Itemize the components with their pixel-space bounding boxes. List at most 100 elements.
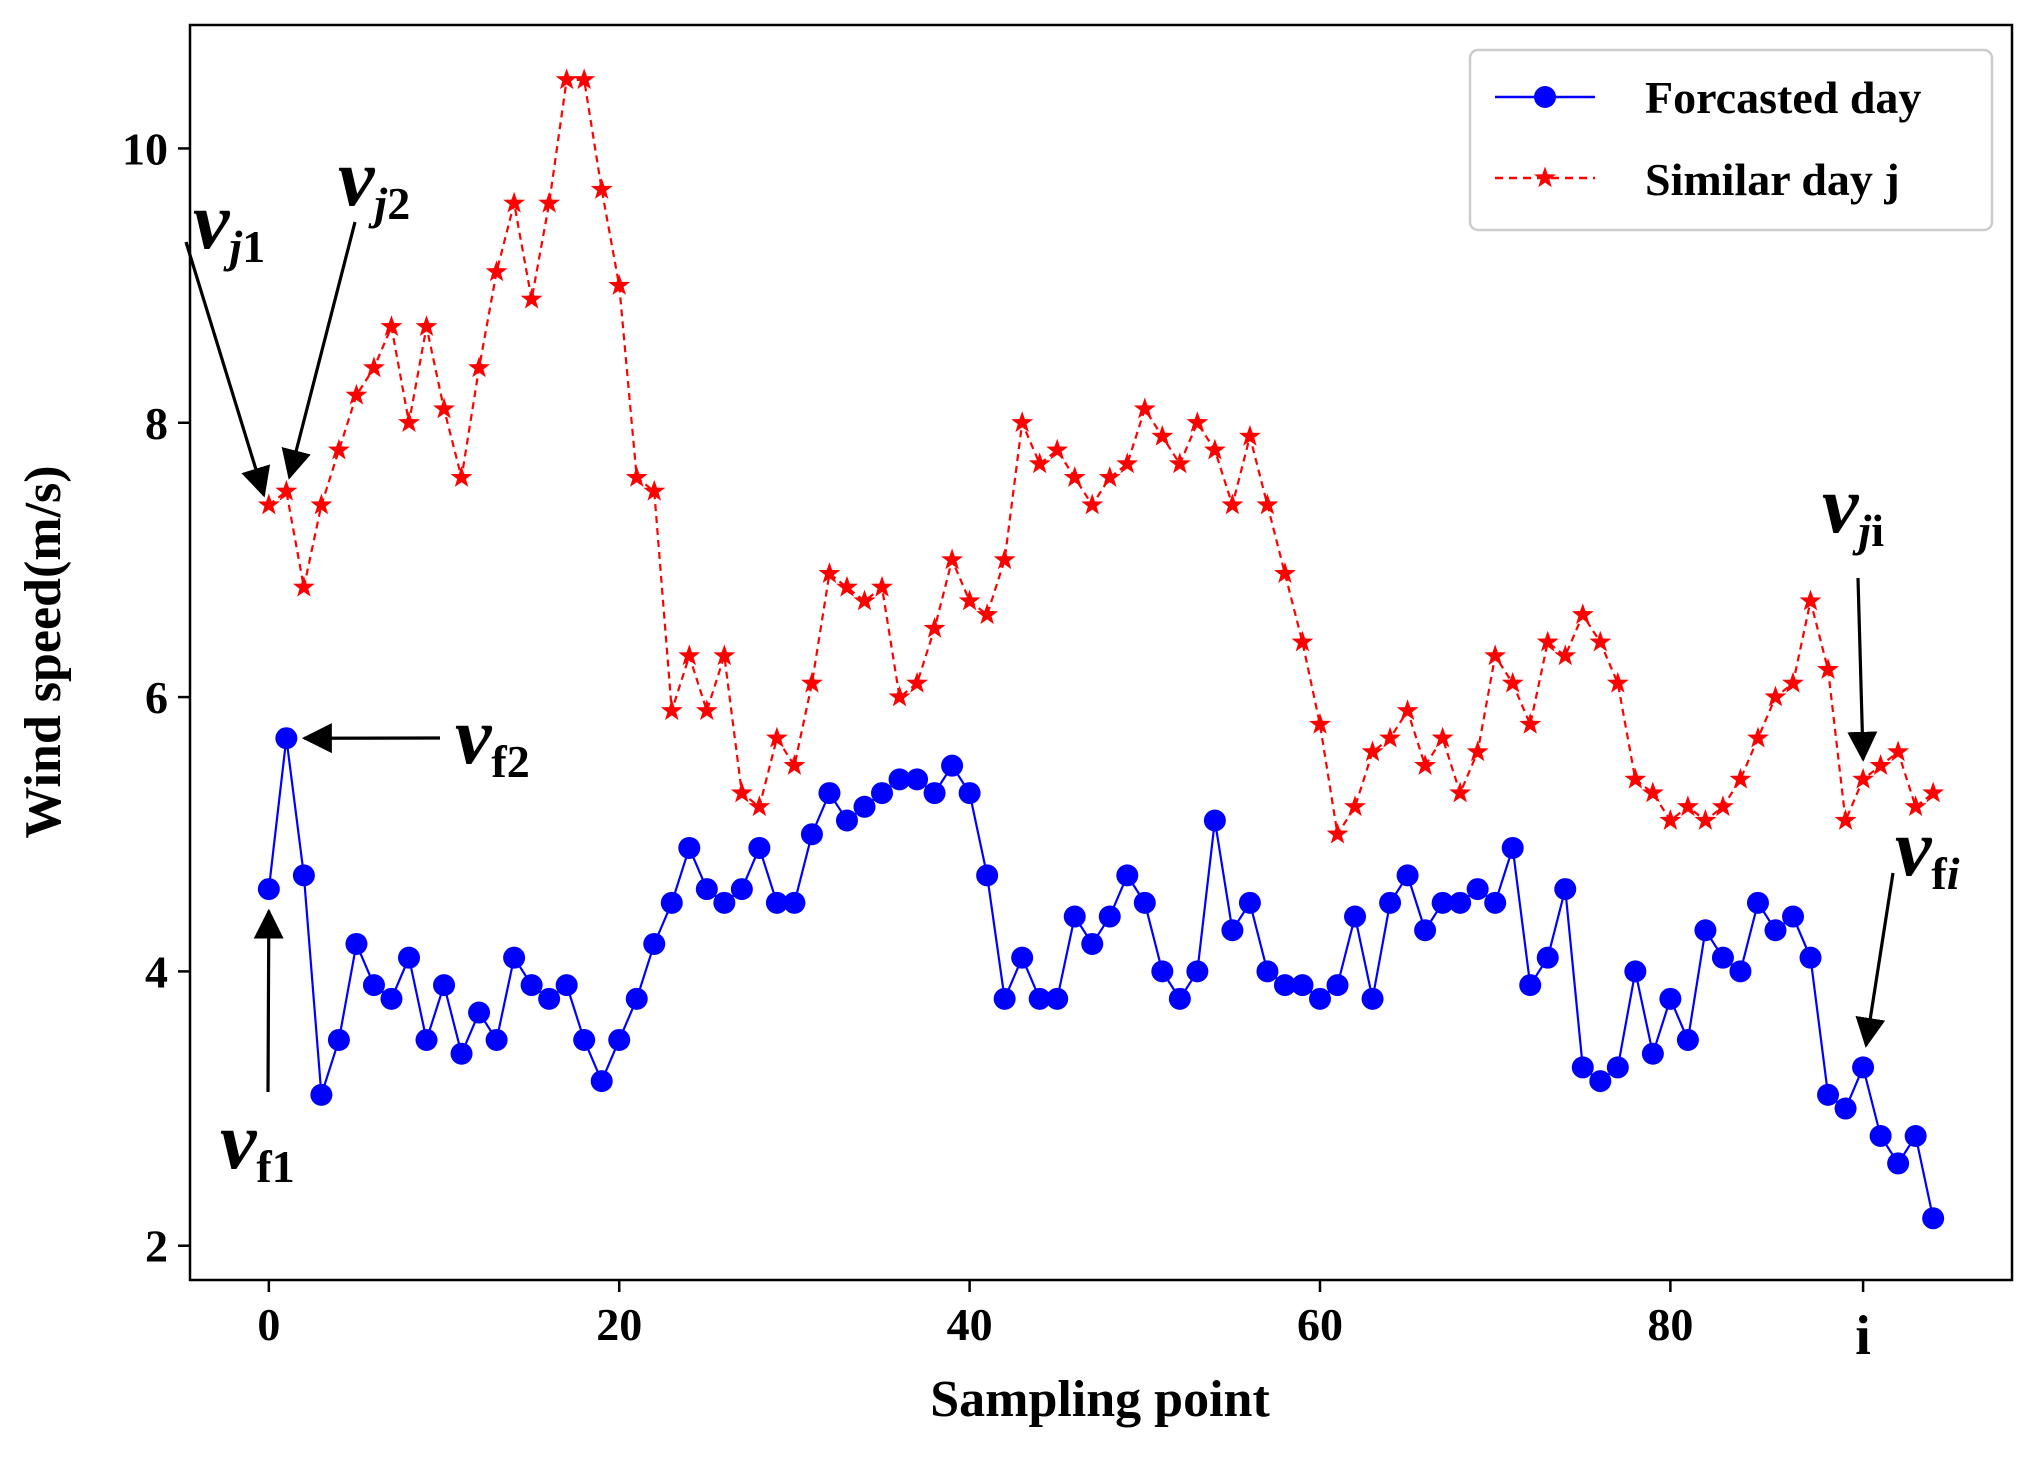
data-point: [625, 466, 648, 487]
data-point: [520, 287, 543, 309]
data-point: [1291, 630, 1314, 652]
data-point: [1887, 1152, 1910, 1175]
data-point: [713, 644, 736, 666]
data-point: [1729, 767, 1752, 789]
data-point: [310, 1083, 333, 1106]
data-point: [765, 891, 788, 914]
data-point: [1519, 713, 1542, 734]
data-point: [1431, 726, 1454, 748]
y-tick-label: 6: [145, 672, 168, 723]
data-point: [695, 878, 718, 901]
data-point: [1326, 974, 1349, 997]
data-point: [275, 727, 298, 750]
data-point: [1361, 987, 1384, 1010]
data-point: [1326, 822, 1349, 844]
data-point: [730, 781, 753, 803]
data-point: [1712, 795, 1734, 817]
data-point: [1133, 397, 1156, 419]
data-point: [1589, 1070, 1612, 1093]
data-point: [1554, 644, 1577, 666]
data-point: [1011, 411, 1034, 433]
data-point: [1484, 891, 1507, 914]
data-point: [1221, 919, 1244, 942]
data-point: [1834, 809, 1857, 830]
data-point: [520, 974, 543, 997]
y-tick-label: 4: [145, 946, 168, 997]
annotation-arrow: [1847, 577, 1878, 762]
data-point: [433, 974, 456, 997]
x-tick-label: 40: [947, 1299, 993, 1350]
y-axis: 2 4 6 8 10: [122, 123, 190, 1272]
legend-marker-forecasted: [1534, 86, 1556, 108]
data-point: [503, 946, 526, 969]
data-point: [257, 493, 280, 515]
data-point: [1571, 603, 1594, 625]
y-axis-title: Wind speed(m/s): [15, 465, 72, 838]
data-point: [1641, 1042, 1664, 1065]
data-point: [1571, 1056, 1594, 1079]
data-point: [888, 768, 911, 791]
data-point: [923, 782, 946, 805]
data-point: [468, 356, 490, 378]
data-point: [871, 782, 894, 805]
data-point: [1922, 781, 1945, 803]
data-point: [1046, 987, 1069, 1010]
data-point: [1151, 960, 1174, 983]
data-point: [1081, 932, 1104, 955]
data-point: [748, 836, 771, 859]
series-layer: [257, 68, 1945, 1230]
data-point: [1922, 1207, 1945, 1230]
legend-label-similar: Similar day j: [1645, 154, 1900, 205]
plot-area: [188, 23, 2014, 1282]
data-point: [310, 493, 333, 515]
data-point: [327, 1028, 350, 1051]
data-point: [1431, 891, 1454, 914]
legend-box: [1468, 48, 1994, 232]
data-point: [362, 974, 385, 997]
data-point: [801, 671, 823, 693]
data-point: [1536, 630, 1559, 652]
data-point: [485, 260, 508, 282]
data-point: [538, 987, 561, 1010]
annotation-arrow: [253, 908, 284, 1093]
data-point: [1186, 411, 1209, 433]
data-point: [1379, 891, 1402, 914]
data-point: [1466, 878, 1489, 901]
data-point: [993, 548, 1016, 570]
data-point: [1659, 809, 1682, 830]
data-point: [1624, 960, 1647, 983]
data-point: [1519, 974, 1542, 997]
annotation-label: vji: [1822, 459, 1884, 556]
data-point: [1729, 960, 1752, 983]
data-point: [1449, 891, 1472, 914]
data-point: [1274, 562, 1296, 583]
data-point: [941, 548, 964, 570]
data-point: [345, 383, 368, 405]
data-point: [1466, 740, 1489, 762]
data-point: [713, 891, 736, 914]
data-point: [1659, 987, 1682, 1010]
data-point: [1676, 1028, 1699, 1051]
data-point: [398, 411, 420, 433]
data-point: [538, 191, 561, 213]
data-point: [976, 603, 999, 625]
data-point: [1554, 878, 1577, 901]
data-point: [1203, 438, 1226, 460]
data-point: [1116, 452, 1139, 474]
data-point: [1308, 987, 1331, 1010]
data-point: [678, 644, 701, 666]
data-point: [818, 562, 841, 583]
data-point: [1694, 919, 1717, 942]
data-point: [485, 1028, 508, 1051]
data-point: [800, 823, 823, 846]
data-point: [1799, 589, 1822, 611]
data-point: [363, 356, 385, 378]
data-point: [1028, 452, 1051, 474]
data-point: [993, 987, 1016, 1010]
data-point: [1133, 891, 1156, 914]
data-point: [1396, 864, 1419, 887]
data-point: [1904, 795, 1927, 817]
data-point: [275, 479, 298, 501]
data-point: [1536, 946, 1559, 969]
